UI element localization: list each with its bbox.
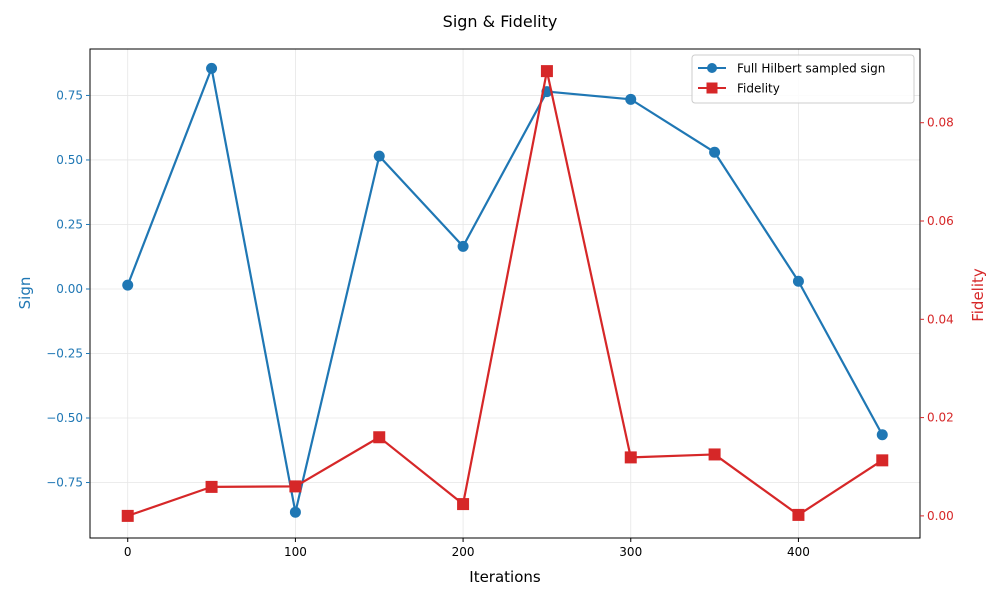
sign-series-line (126, 67, 884, 514)
left-tick-label: 0.00 (56, 282, 83, 296)
right-tick-label: 0.02 (927, 411, 954, 425)
series-layer (121, 62, 889, 522)
fidelity-point (289, 480, 302, 493)
right-tick-label: 0.08 (927, 116, 954, 130)
x-axis-ticks: 0 100 200 300 400 (124, 538, 810, 559)
right-tick-label: 0.00 (927, 509, 954, 523)
plot-frame (89, 48, 921, 539)
fidelity-point (792, 508, 805, 521)
left-tick-label: 0.25 (56, 217, 83, 231)
right-axis-ticks: 0.00 0.02 0.04 0.06 0.08 (920, 116, 954, 523)
sign-point (625, 93, 637, 105)
left-tick-label: −0.25 (46, 346, 83, 360)
right-axis-label: Fidelity (969, 268, 987, 322)
fidelity-point (457, 498, 470, 511)
fidelity-point (624, 451, 637, 464)
legend-sign-label: Full Hilbert sampled sign (737, 62, 885, 76)
fidelity-series-line (127, 70, 883, 517)
sign-point (122, 279, 134, 291)
left-axis-ticks: −0.75 −0.50 −0.25 0.00 0.25 0.50 0.75 (46, 88, 90, 490)
x-tick-label: 300 (619, 545, 642, 559)
chart-title: Sign & Fidelity (443, 12, 558, 31)
legend-box (691, 54, 915, 104)
left-tick-label: −0.50 (46, 411, 83, 425)
sign-point (876, 429, 888, 441)
sign-point (792, 275, 804, 287)
fidelity-point (876, 454, 889, 467)
sign-point (373, 150, 385, 162)
left-axis-label: Sign (16, 277, 34, 310)
left-tick-label: −0.75 (46, 476, 83, 490)
x-tick-label: 400 (787, 545, 810, 559)
grid-lines (90, 49, 920, 538)
legend-fidelity-marker (706, 82, 718, 94)
legend-fidelity-label: Fidelity (737, 82, 780, 96)
fidelity-point (205, 480, 218, 493)
x-tick-label: 200 (452, 545, 475, 559)
x-tick-label: 100 (284, 545, 307, 559)
x-tick-label: 0 (124, 545, 132, 559)
right-tick-label: 0.06 (927, 214, 954, 228)
sign-point (709, 146, 721, 158)
fidelity-point (708, 448, 721, 461)
sign-point (457, 240, 469, 252)
legend-sign-marker (707, 63, 717, 73)
sign-point (206, 62, 218, 74)
legend: Full Hilbert sampled sign Fidelity (691, 54, 915, 104)
left-tick-label: 0.50 (56, 153, 83, 167)
left-tick-label: 0.75 (56, 88, 83, 102)
x-axis-label: Iterations (469, 568, 541, 586)
sign-point (289, 506, 301, 518)
fidelity-point (373, 431, 386, 444)
right-tick-label: 0.04 (927, 312, 954, 326)
fidelity-point (540, 65, 553, 78)
fidelity-point (121, 509, 134, 522)
